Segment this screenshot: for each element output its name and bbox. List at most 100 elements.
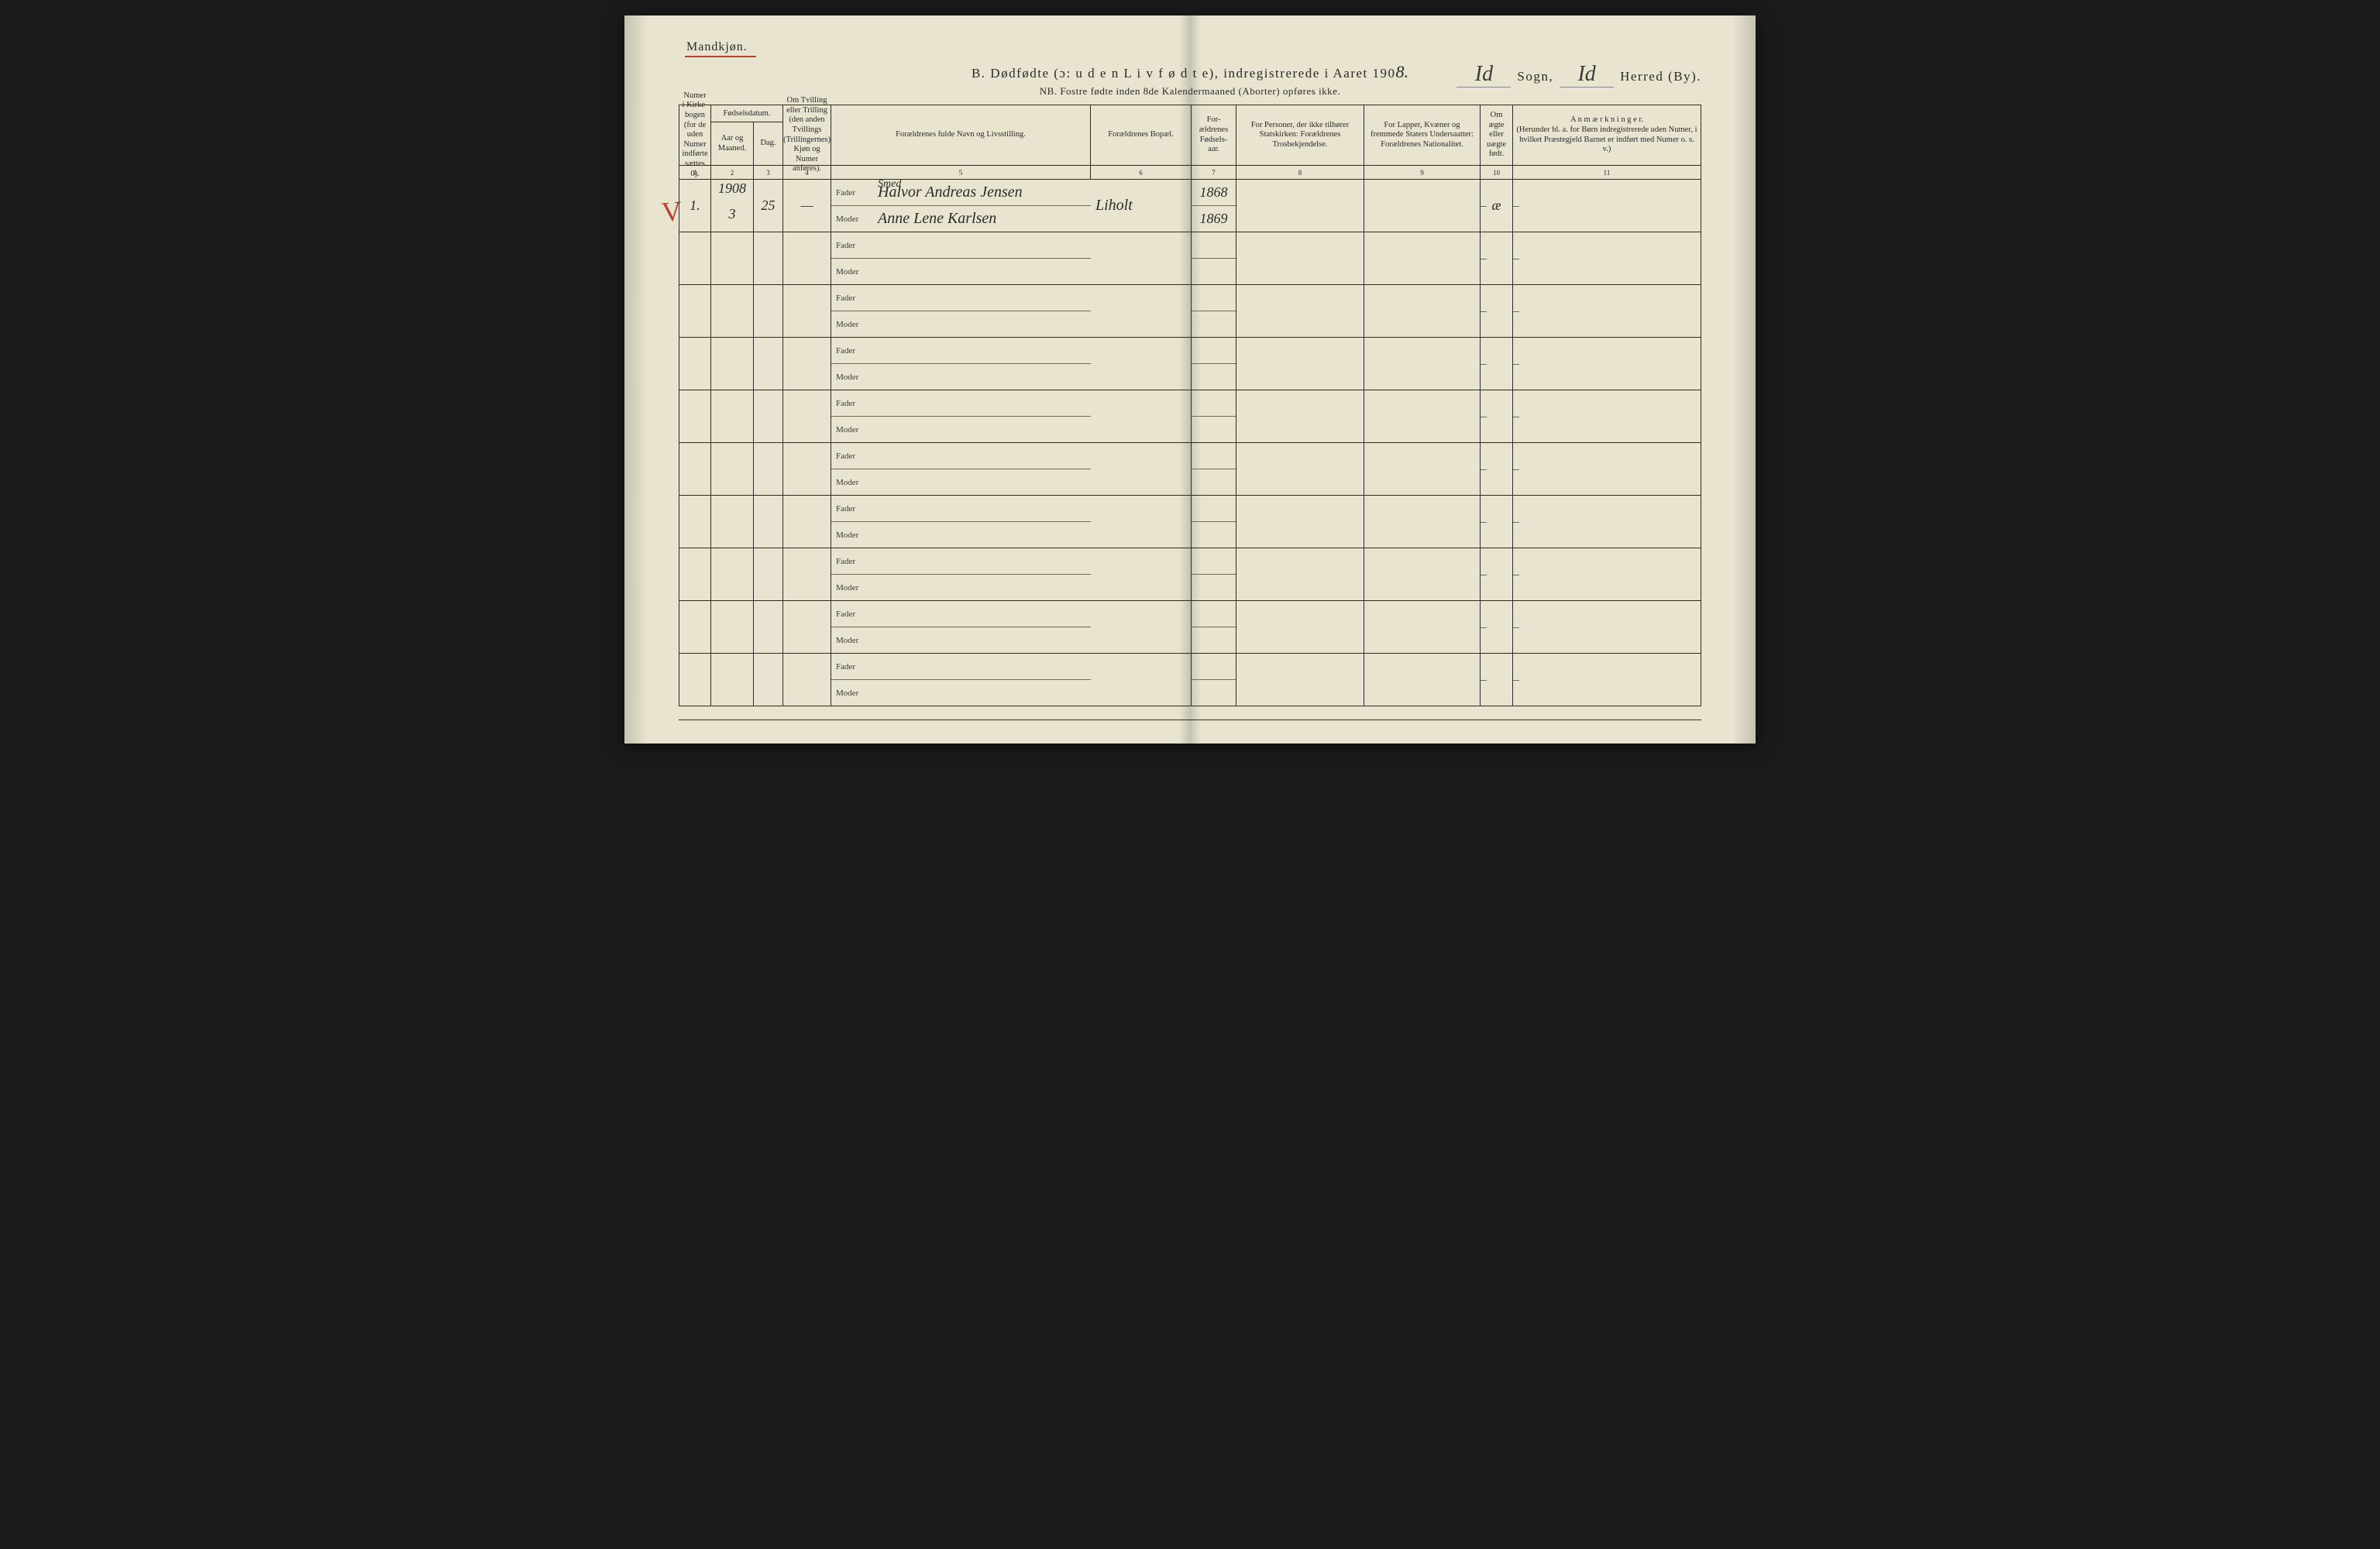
colnum: 7 [1192, 166, 1236, 179]
cell [1091, 601, 1192, 653]
moder-label: Moder [836, 478, 870, 487]
sogn-handwritten: Id [1457, 62, 1511, 88]
cell: 1868 1869 [1192, 180, 1236, 232]
fader-label: Fader [836, 346, 870, 355]
cell: — [783, 180, 831, 232]
cell [1513, 390, 1701, 442]
cell [754, 601, 783, 653]
cell [711, 443, 754, 495]
th-6: Forældrenes Bopæl. [1091, 105, 1192, 165]
cell [1481, 232, 1513, 284]
cell [1513, 496, 1701, 548]
month: 3 [729, 206, 736, 222]
moder-name: Anne Lene Karlsen [878, 210, 996, 228]
moder-label: Moder [836, 320, 870, 329]
cell [1091, 232, 1192, 284]
year-handwritten: 8. [1396, 62, 1409, 81]
cell [1481, 338, 1513, 390]
table-row: 1. 1908 325— Smed Fader Halvor Andreas J… [679, 180, 1701, 232]
moder-birth: 1869 [1200, 211, 1228, 227]
cell [1364, 232, 1481, 284]
table-row: Fader Moder [679, 285, 1701, 338]
cell [679, 601, 711, 653]
cell: Fader Moder [831, 285, 1091, 337]
cell [1236, 180, 1364, 232]
sogn-label: Sogn, [1517, 69, 1553, 84]
table-row: Fader Moder [679, 548, 1701, 601]
cell [754, 390, 783, 442]
cell [679, 285, 711, 337]
cell: Fader Moder [831, 390, 1091, 442]
moder-label: Moder [836, 267, 870, 276]
table-row: Fader Moder [679, 232, 1701, 285]
cell [1513, 285, 1701, 337]
moder-label: Moder [836, 689, 870, 698]
th-11: A n m æ r k n i n g e r. (Herunder bl. a… [1513, 105, 1701, 165]
colnum: 1 [679, 166, 711, 179]
cell [1364, 601, 1481, 653]
cell: 1908 3 [711, 180, 754, 232]
moder-label: Moder [836, 373, 870, 382]
colnum: 5 [831, 166, 1091, 179]
table-row: Fader Moder [679, 496, 1701, 548]
th-2-top: Fødselsdatum. [711, 105, 783, 122]
colnum: 6 [1091, 166, 1192, 179]
cell [711, 285, 754, 337]
cell [783, 654, 831, 706]
cell [1091, 390, 1192, 442]
cell [679, 338, 711, 390]
colnum: 3 [754, 166, 783, 179]
cell [754, 285, 783, 337]
fader-label: Fader [836, 188, 870, 197]
cell [1192, 548, 1236, 600]
cell [679, 496, 711, 548]
cell [783, 496, 831, 548]
cell [711, 390, 754, 442]
cell [711, 548, 754, 600]
cell [1364, 443, 1481, 495]
cell [1236, 338, 1364, 390]
cell: Fader Moder [831, 496, 1091, 548]
colnum: 2 [711, 166, 754, 179]
cell: æ [1481, 180, 1513, 232]
cell: Fader Moder [831, 443, 1091, 495]
th-1: Numer i Kirke-bogen (for de uden Numer i… [679, 105, 711, 165]
cell [1192, 338, 1236, 390]
table-row: Fader Moder [679, 390, 1701, 443]
cell [754, 654, 783, 706]
cell [1192, 601, 1236, 653]
cell [783, 285, 831, 337]
herred-handwritten: Id [1560, 62, 1614, 88]
fader-label: Fader [836, 399, 870, 408]
day: 25 [762, 197, 776, 214]
cell: Liholt [1091, 180, 1192, 232]
residence: Liholt [1095, 197, 1133, 215]
cell [1236, 285, 1364, 337]
cell [679, 390, 711, 442]
cell [1364, 390, 1481, 442]
legitimacy: æ [1491, 197, 1501, 214]
cell [1364, 548, 1481, 600]
th-2a: Aar og Maaned. [711, 122, 754, 165]
cell [1481, 390, 1513, 442]
cell [754, 443, 783, 495]
cell [1513, 654, 1701, 706]
fader-label: Fader [836, 557, 870, 566]
cell [1481, 654, 1513, 706]
cell [1192, 232, 1236, 284]
cell [1091, 548, 1192, 600]
moder-label: Moder [836, 215, 870, 224]
cell [1236, 496, 1364, 548]
cell: Fader Moder [831, 654, 1091, 706]
cell [1091, 443, 1192, 495]
year: 1908 [718, 180, 746, 197]
cell [754, 548, 783, 600]
table-row: Fader Moder [679, 654, 1701, 706]
cell [1236, 654, 1364, 706]
cell [1091, 654, 1192, 706]
colnum: 8 [1236, 166, 1364, 179]
cell [1192, 496, 1236, 548]
cell: Fader Moder [831, 548, 1091, 600]
shadow [624, 15, 648, 744]
colnum: 9 [1364, 166, 1481, 179]
